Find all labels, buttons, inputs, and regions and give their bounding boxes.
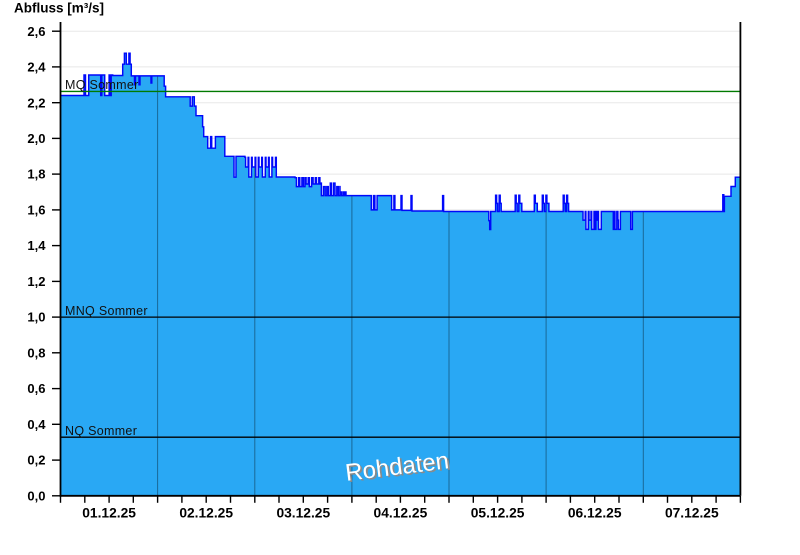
svg-text:03.12.25: 03.12.25 <box>276 505 330 520</box>
svg-text:07.12.25: 07.12.25 <box>665 505 719 520</box>
svg-text:1,4: 1,4 <box>27 238 46 253</box>
svg-text:0,4: 0,4 <box>27 417 46 432</box>
svg-text:04.12.25: 04.12.25 <box>374 505 428 520</box>
svg-text:2,6: 2,6 <box>27 24 45 39</box>
svg-text:2,2: 2,2 <box>27 95 45 110</box>
svg-text:1,2: 1,2 <box>27 274 45 289</box>
svg-text:2,0: 2,0 <box>27 131 45 146</box>
svg-text:06.12.25: 06.12.25 <box>568 505 622 520</box>
svg-text:0,0: 0,0 <box>27 488 45 503</box>
svg-text:1,6: 1,6 <box>27 203 45 218</box>
svg-text:2,4: 2,4 <box>27 60 46 75</box>
svg-text:0,2: 0,2 <box>27 453 45 468</box>
svg-text:MQ Sommer: MQ Sommer <box>65 78 139 92</box>
svg-text:Abfluss [m³/s]: Abfluss [m³/s] <box>14 1 104 16</box>
svg-text:MNQ Sommer: MNQ Sommer <box>65 304 148 318</box>
svg-text:0,8: 0,8 <box>27 345 45 360</box>
svg-text:1,8: 1,8 <box>27 167 45 182</box>
svg-text:1,0: 1,0 <box>27 310 45 325</box>
svg-text:05.12.25: 05.12.25 <box>471 505 525 520</box>
svg-text:NQ Sommer: NQ Sommer <box>65 424 137 438</box>
svg-text:02.12.25: 02.12.25 <box>179 505 233 520</box>
svg-text:0,6: 0,6 <box>27 381 45 396</box>
svg-text:01.12.25: 01.12.25 <box>82 505 136 520</box>
